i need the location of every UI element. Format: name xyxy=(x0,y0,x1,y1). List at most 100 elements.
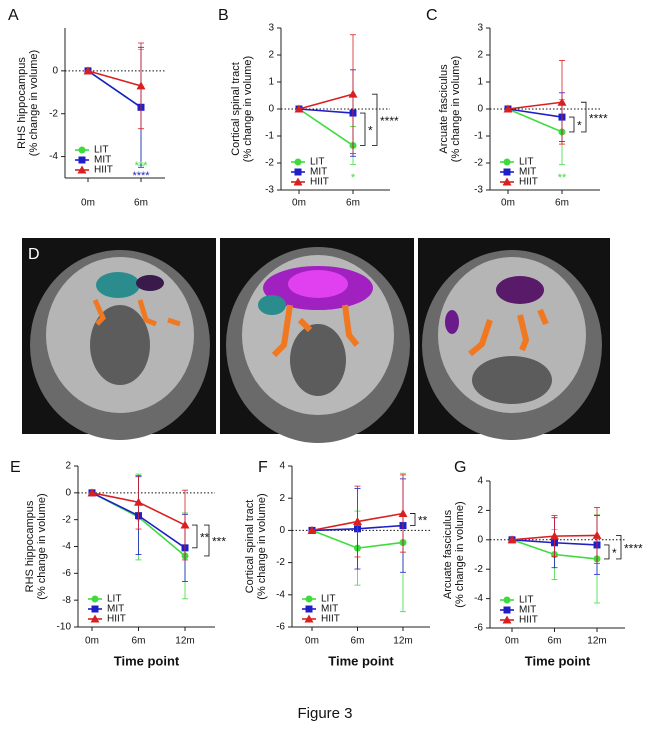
y-axis-label: (% change in volume) xyxy=(28,50,40,156)
legend-marker xyxy=(503,168,511,176)
brain-image xyxy=(271,304,360,358)
brain-image xyxy=(92,298,181,327)
y-axis-label: (% change in volume) xyxy=(36,493,48,599)
x-tick-label: 12m xyxy=(587,636,606,647)
significance-bracket xyxy=(204,524,210,557)
legend-label: MIT xyxy=(519,167,536,178)
y-tick-label: 0 xyxy=(52,65,58,76)
y-tick-label: -2 xyxy=(265,158,274,169)
x-tick-label: 0m xyxy=(85,636,99,647)
panel-letter: G xyxy=(454,459,466,476)
y-tick-label: 2 xyxy=(477,505,483,516)
significance-label: **** xyxy=(624,541,643,555)
y-axis-label: RHS hippocampus xyxy=(24,500,36,592)
significance-label: ** xyxy=(558,172,567,184)
data-point xyxy=(557,97,567,106)
x-axis-label: Time point xyxy=(328,653,394,668)
brain-image xyxy=(496,276,544,304)
legend-label: HIIT xyxy=(519,177,538,188)
chart-panel: A -4 -2 0 RHS hippocampus (% change in volume… xyxy=(8,7,165,209)
chart-panel: F -6 -4 -2 0 2 4 Cortical spinal tract (% change… xyxy=(244,459,430,668)
significance-bracket xyxy=(360,112,366,146)
series-line xyxy=(507,108,563,118)
legend-marker xyxy=(293,177,303,186)
panel-letter: D xyxy=(28,246,40,263)
x-tick-label: 12m xyxy=(175,636,194,647)
brain-image xyxy=(472,356,552,404)
chart-panel: C -3 -2 -1 0 1 2 3 Arcuate fasciculus (% change i… xyxy=(426,7,608,208)
legend-marker xyxy=(503,606,511,614)
significance-bracket xyxy=(569,116,575,133)
data-point xyxy=(87,488,97,497)
legend-label: HIIT xyxy=(519,615,538,626)
x-tick-label: 0m xyxy=(305,636,319,647)
y-tick-label: 1 xyxy=(477,77,483,88)
legend-marker xyxy=(305,595,313,603)
brain-image xyxy=(96,272,140,298)
brain-image xyxy=(258,295,286,315)
y-tick-label: 2 xyxy=(65,461,71,472)
data-point xyxy=(307,525,317,534)
chart-panel: B -3 -2 -1 0 1 2 3 Cortical spinal tract (% chang… xyxy=(218,7,399,208)
chart-panel: G -6 -4 -2 0 2 4 Arcuate fasciculus (% change in… xyxy=(442,459,643,668)
brain-images: D xyxy=(22,238,610,443)
significance-bracket xyxy=(372,93,378,146)
y-tick-label: 0 xyxy=(65,487,71,498)
significance-label: **** xyxy=(380,114,399,128)
legend-marker xyxy=(78,146,86,154)
figure-caption: Figure 3 xyxy=(297,705,352,722)
legend-marker xyxy=(503,596,511,604)
x-tick-label: 6m xyxy=(555,198,569,209)
data-point xyxy=(180,520,190,529)
y-tick-label: -2 xyxy=(62,514,71,525)
y-tick-label: -8 xyxy=(62,595,71,606)
significance-label: * xyxy=(368,123,373,137)
data-point xyxy=(550,531,559,540)
legend-label: HIIT xyxy=(310,177,329,188)
legend-marker xyxy=(91,595,99,603)
data-point xyxy=(353,517,362,526)
x-tick-label: 6m xyxy=(548,636,562,647)
significance-label: **** xyxy=(132,170,150,182)
legend-label: MIT xyxy=(519,605,536,616)
series-line xyxy=(298,108,354,147)
significance-bracket xyxy=(581,101,587,133)
significance-bracket xyxy=(616,534,622,560)
legend-label: HIIT xyxy=(107,614,126,625)
data-point xyxy=(592,530,602,539)
panel-letter: C xyxy=(426,7,438,24)
x-tick-label: 6m xyxy=(351,636,365,647)
significance-label: * xyxy=(351,172,356,184)
series-line xyxy=(298,93,354,110)
y-tick-label: -4 xyxy=(49,151,58,162)
x-tick-label: 0m xyxy=(81,198,95,209)
series-line xyxy=(298,108,354,114)
significance-label: * xyxy=(577,119,582,133)
series-line xyxy=(87,70,142,87)
series-line xyxy=(507,108,563,133)
legend-marker xyxy=(77,165,87,174)
legend-label: LIT xyxy=(94,145,108,156)
y-tick-label: -2 xyxy=(474,158,483,169)
significance-label: **** xyxy=(589,111,608,125)
legend-label: MIT xyxy=(310,167,327,178)
legend-marker xyxy=(502,177,512,186)
legend-label: LIT xyxy=(310,157,324,168)
y-axis-label: (% change in volume) xyxy=(242,56,254,162)
legend-marker xyxy=(294,168,302,176)
significance-bracket xyxy=(604,544,610,560)
brain-image xyxy=(136,275,164,291)
significance-label: ** xyxy=(200,531,210,545)
legend-marker xyxy=(304,614,314,623)
legend-label: MIT xyxy=(107,604,124,615)
y-axis-label: Arcuate fasciculus xyxy=(438,64,450,154)
y-tick-label: -2 xyxy=(49,108,58,119)
data-point xyxy=(294,104,304,113)
legend-marker xyxy=(90,614,100,623)
y-axis-label: RHS hippocampus xyxy=(16,57,28,149)
x-tick-label: 6m xyxy=(134,198,148,209)
y-tick-label: 2 xyxy=(477,50,483,61)
series-line xyxy=(87,70,142,108)
y-tick-label: -4 xyxy=(474,593,483,604)
